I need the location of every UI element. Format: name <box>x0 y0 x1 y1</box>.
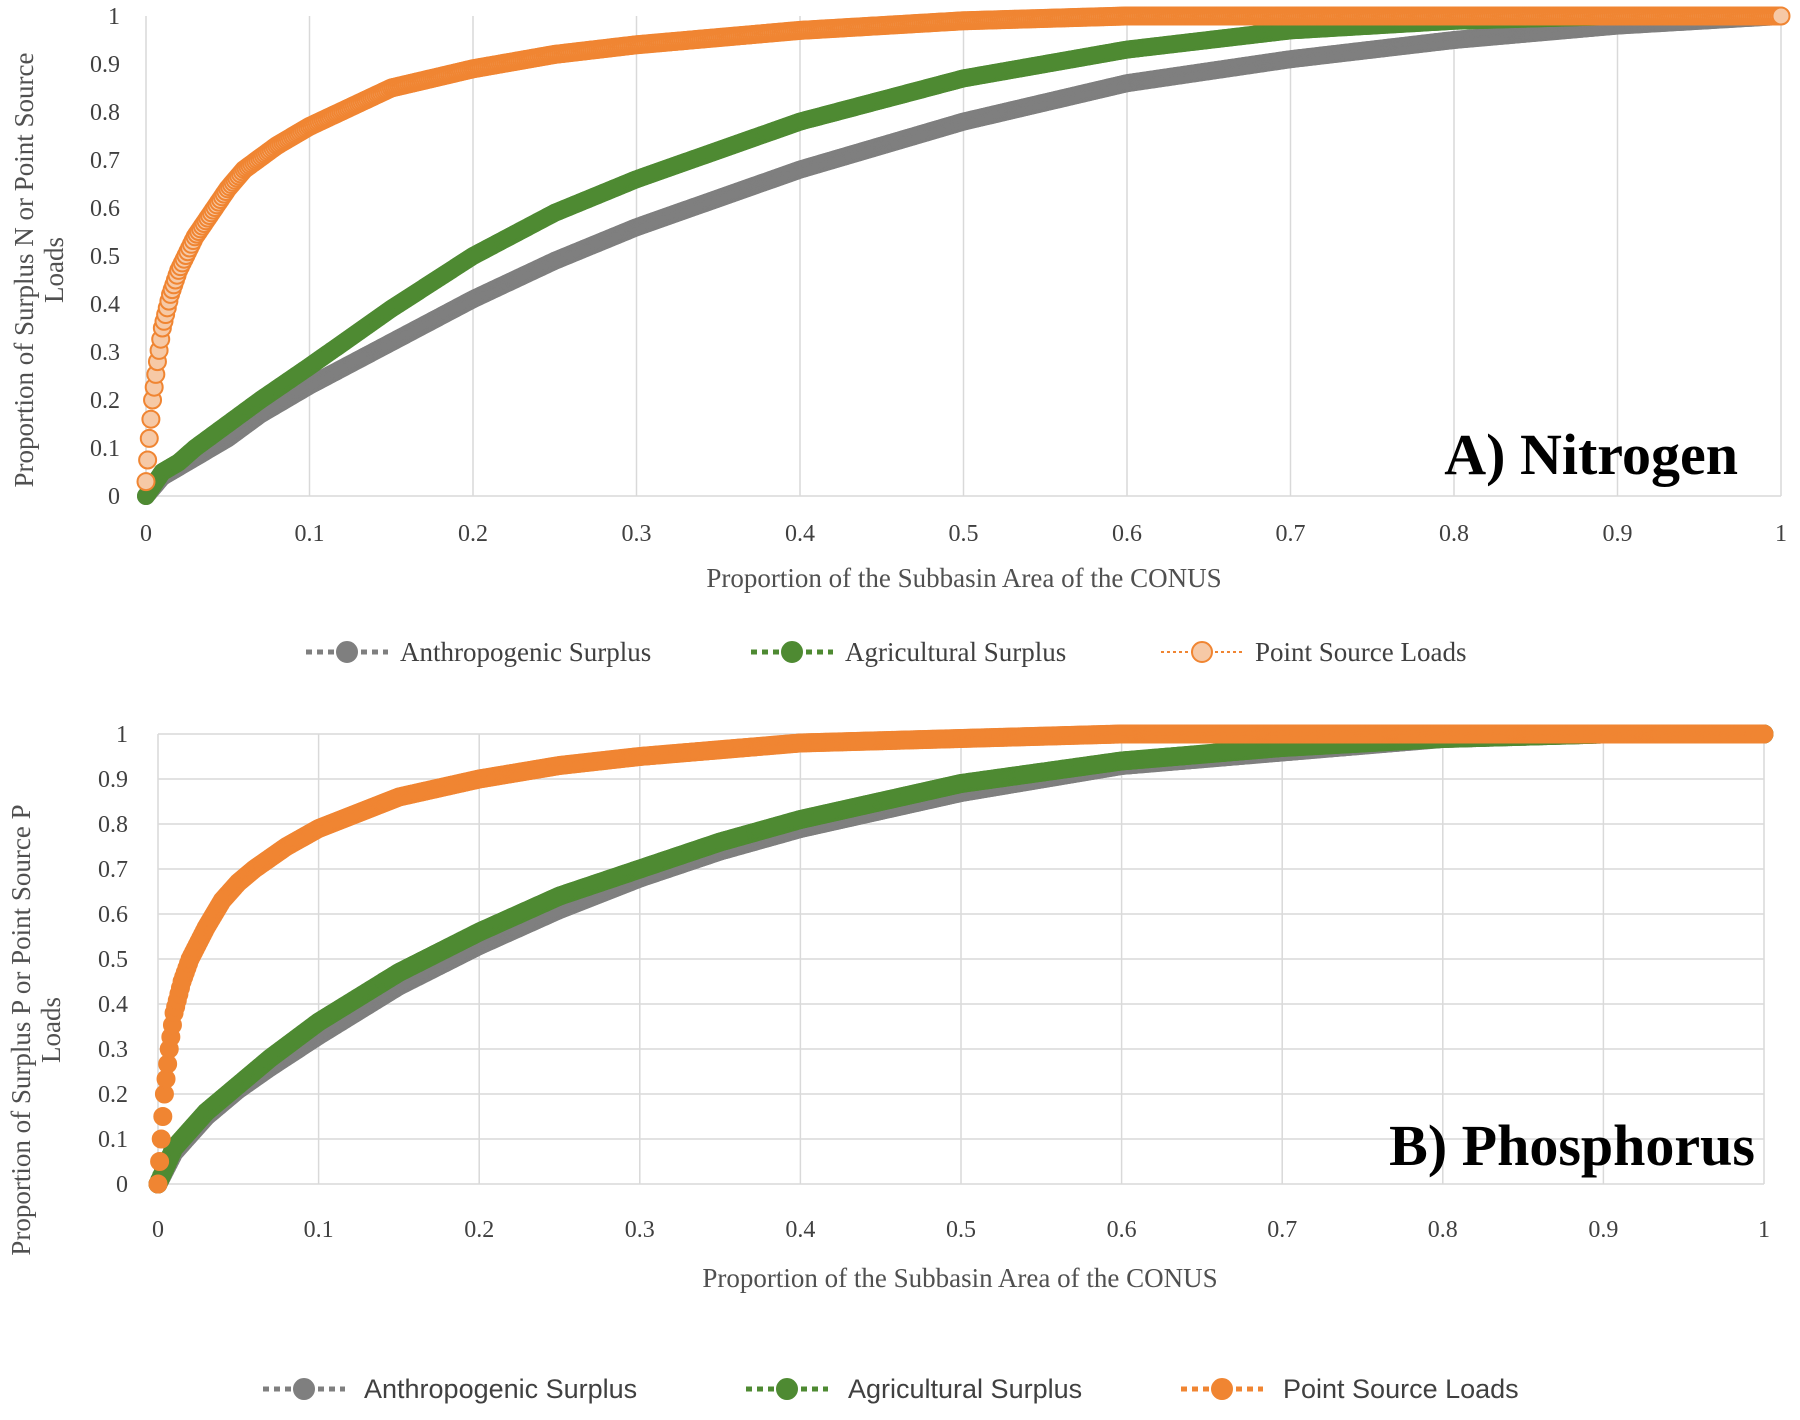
nitrogen-x-tick-label: 0.4 <box>785 521 815 547</box>
nitrogen-data-point <box>141 409 161 429</box>
phosphorus-data-point <box>148 1174 168 1194</box>
phosphorus-data-point <box>150 1152 170 1171</box>
nitrogen-legend-label: Agricultural Surplus <box>845 637 1066 667</box>
nitrogen-legend-marker <box>336 641 358 663</box>
nitrogen-x-tick-label: 1 <box>1775 521 1787 547</box>
nitrogen-data-point <box>138 450 158 470</box>
nitrogen-legend: Anthropogenic Surplus Agricultural Surplu… <box>306 637 1466 667</box>
nitrogen-y-tick-label: 0.2 <box>90 388 120 414</box>
nitrogen-legend-label: Anthropogenic Surplus <box>400 637 651 667</box>
nitrogen-x-tick-label: 0.6 <box>1112 521 1142 547</box>
nitrogen-legend-item-point-source-loads: Point Source Loads <box>1161 637 1466 667</box>
nitrogen-legend-item-agricultural-surplus: Agricultural Surplus <box>751 637 1066 667</box>
nitrogen-data-point <box>1771 6 1791 26</box>
phosphorus-data-point <box>153 1107 173 1126</box>
nitrogen-y-tick-label: 0.7 <box>90 148 120 174</box>
nitrogen-x-axis-title: Proportion of the Subbasin Area of the C… <box>706 563 1221 593</box>
nitrogen-x-tick-label: 0.2 <box>458 521 488 547</box>
nitrogen-x-tick-label: 0.7 <box>1276 521 1306 547</box>
nitrogen-x-tick-label: 0.5 <box>949 521 979 547</box>
phosphorus-data-point <box>151 1129 171 1149</box>
nitrogen-panel-label: A) Nitrogen <box>1444 422 1738 487</box>
nitrogen-y-tick-label: 0.4 <box>90 292 120 318</box>
nitrogen-y-axis-title-line2: Loads <box>39 237 69 303</box>
phosphorus-chart: 0 0.1 0.2 0.3 0.4 0.5 0.6 0.7 0.8 0.9 100.10.20.30… <box>6 722 1774 1404</box>
nitrogen-y-tick-label: 1 <box>108 4 120 30</box>
nitrogen-y-tick-label: 0.8 <box>90 100 120 126</box>
nitrogen-x-tick-label: 0.3 <box>622 521 652 547</box>
nitrogen-series-marks <box>136 6 1791 505</box>
nitrogen-grid <box>145 16 1782 497</box>
nitrogen-y-tick-label: 0 <box>108 484 120 510</box>
nitrogen-y-tick-label: 0.1 <box>90 436 120 462</box>
nitrogen-data-point <box>136 472 156 492</box>
nitrogen-y-tick-label: 0.3 <box>90 340 120 366</box>
nitrogen-y-tick-label: 0.5 <box>90 244 120 270</box>
nitrogen-x-tick-label: 0.1 <box>295 521 325 547</box>
nitrogen-x-tick-label: 0.9 <box>1603 521 1633 547</box>
nitrogen-series-anthropogenic-surplus <box>137 7 1790 505</box>
nitrogen-legend-label: Point Source Loads <box>1255 637 1466 667</box>
nitrogen-y-axis-title-line1: Proportion of Surplus N or Point Source <box>9 52 39 487</box>
nitrogen-legend-marker <box>1191 641 1213 663</box>
nitrogen-x-tick-label: 0 <box>140 521 152 547</box>
nitrogen-chart: 0 0.1 0.2 0.3 0.4 0.5 0.6 0.7 0.8 0.9 1 0 0.1 0.2 0.3 0… <box>9 4 1791 667</box>
nitrogen-y-tick-label: 0.9 <box>90 52 120 78</box>
nitrogen-x-tick-label: 0.8 <box>1439 521 1469 547</box>
nitrogen-y-tick-label: 0.6 <box>90 196 120 222</box>
nitrogen-legend-marker <box>781 641 803 663</box>
nitrogen-data-point <box>139 428 159 448</box>
nitrogen-legend-item-anthropogenic-surplus: Anthropogenic Surplus <box>306 637 651 667</box>
